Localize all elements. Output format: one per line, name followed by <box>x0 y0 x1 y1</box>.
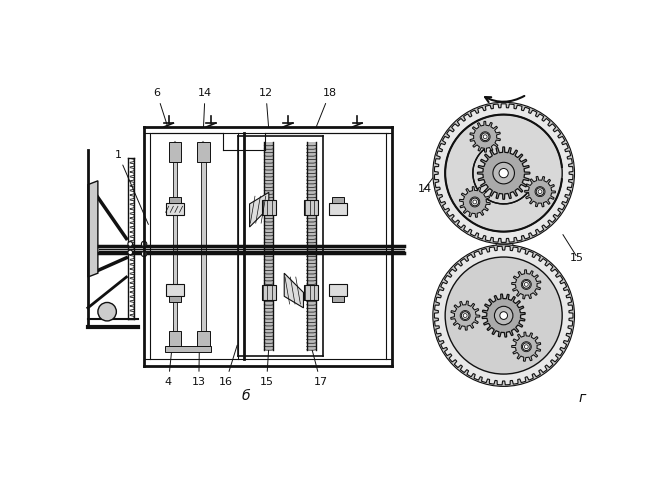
Text: 14: 14 <box>417 184 432 194</box>
Circle shape <box>481 133 489 141</box>
Circle shape <box>440 252 567 380</box>
Text: в: в <box>517 244 525 257</box>
Polygon shape <box>451 301 480 330</box>
Circle shape <box>500 312 507 319</box>
Text: 4: 4 <box>165 322 175 387</box>
Circle shape <box>461 312 469 319</box>
Circle shape <box>440 109 567 237</box>
Polygon shape <box>434 104 573 242</box>
Circle shape <box>483 135 487 139</box>
Bar <box>165 284 184 296</box>
Polygon shape <box>470 121 500 152</box>
Polygon shape <box>144 127 392 366</box>
Text: 16: 16 <box>488 253 502 263</box>
Text: 1: 1 <box>115 150 148 225</box>
Bar <box>201 162 206 331</box>
Bar <box>165 203 184 216</box>
Bar <box>197 331 210 350</box>
Circle shape <box>142 241 147 247</box>
Polygon shape <box>478 147 530 199</box>
Bar <box>332 197 344 203</box>
Circle shape <box>128 241 132 246</box>
Circle shape <box>538 190 542 193</box>
Circle shape <box>473 200 476 204</box>
Polygon shape <box>459 187 490 217</box>
Bar <box>197 142 210 162</box>
Bar <box>169 331 181 350</box>
Bar <box>304 200 318 216</box>
Polygon shape <box>482 294 525 337</box>
Circle shape <box>98 302 117 321</box>
Polygon shape <box>434 246 573 385</box>
Bar <box>264 142 273 350</box>
Polygon shape <box>525 176 556 207</box>
Polygon shape <box>511 270 541 299</box>
Circle shape <box>433 245 575 386</box>
Circle shape <box>523 280 530 288</box>
Text: 15: 15 <box>570 253 584 263</box>
Polygon shape <box>250 192 269 227</box>
Bar <box>169 142 181 162</box>
Text: г: г <box>579 391 586 405</box>
Circle shape <box>523 343 530 350</box>
Circle shape <box>463 313 467 317</box>
Circle shape <box>445 115 562 232</box>
Text: 17: 17 <box>312 349 328 387</box>
Bar <box>262 200 275 216</box>
Circle shape <box>493 162 515 184</box>
Circle shape <box>433 102 575 244</box>
Text: 12: 12 <box>259 88 273 127</box>
Bar <box>306 142 316 350</box>
Circle shape <box>536 188 544 195</box>
Text: 13: 13 <box>192 337 206 387</box>
Circle shape <box>142 251 147 257</box>
Text: 18: 18 <box>316 88 337 127</box>
Bar <box>173 162 177 331</box>
Circle shape <box>445 257 562 374</box>
Text: 15: 15 <box>260 349 273 387</box>
Circle shape <box>128 250 132 255</box>
Circle shape <box>525 345 529 348</box>
Circle shape <box>525 282 529 287</box>
Polygon shape <box>88 181 98 277</box>
Bar <box>169 296 181 302</box>
Circle shape <box>471 198 478 206</box>
Text: 14: 14 <box>198 88 212 127</box>
Bar <box>332 296 344 302</box>
Text: б: б <box>241 389 250 403</box>
Bar <box>262 285 275 300</box>
Bar <box>329 203 347 216</box>
Bar <box>329 284 347 296</box>
Polygon shape <box>511 332 541 361</box>
Bar <box>165 346 211 352</box>
Circle shape <box>494 306 513 325</box>
Circle shape <box>499 168 508 178</box>
Polygon shape <box>284 273 304 308</box>
Text: 16: 16 <box>219 345 237 387</box>
Text: 6: 6 <box>154 88 168 127</box>
Bar <box>169 197 181 203</box>
Text: 18: 18 <box>510 253 524 263</box>
Bar <box>304 285 318 300</box>
